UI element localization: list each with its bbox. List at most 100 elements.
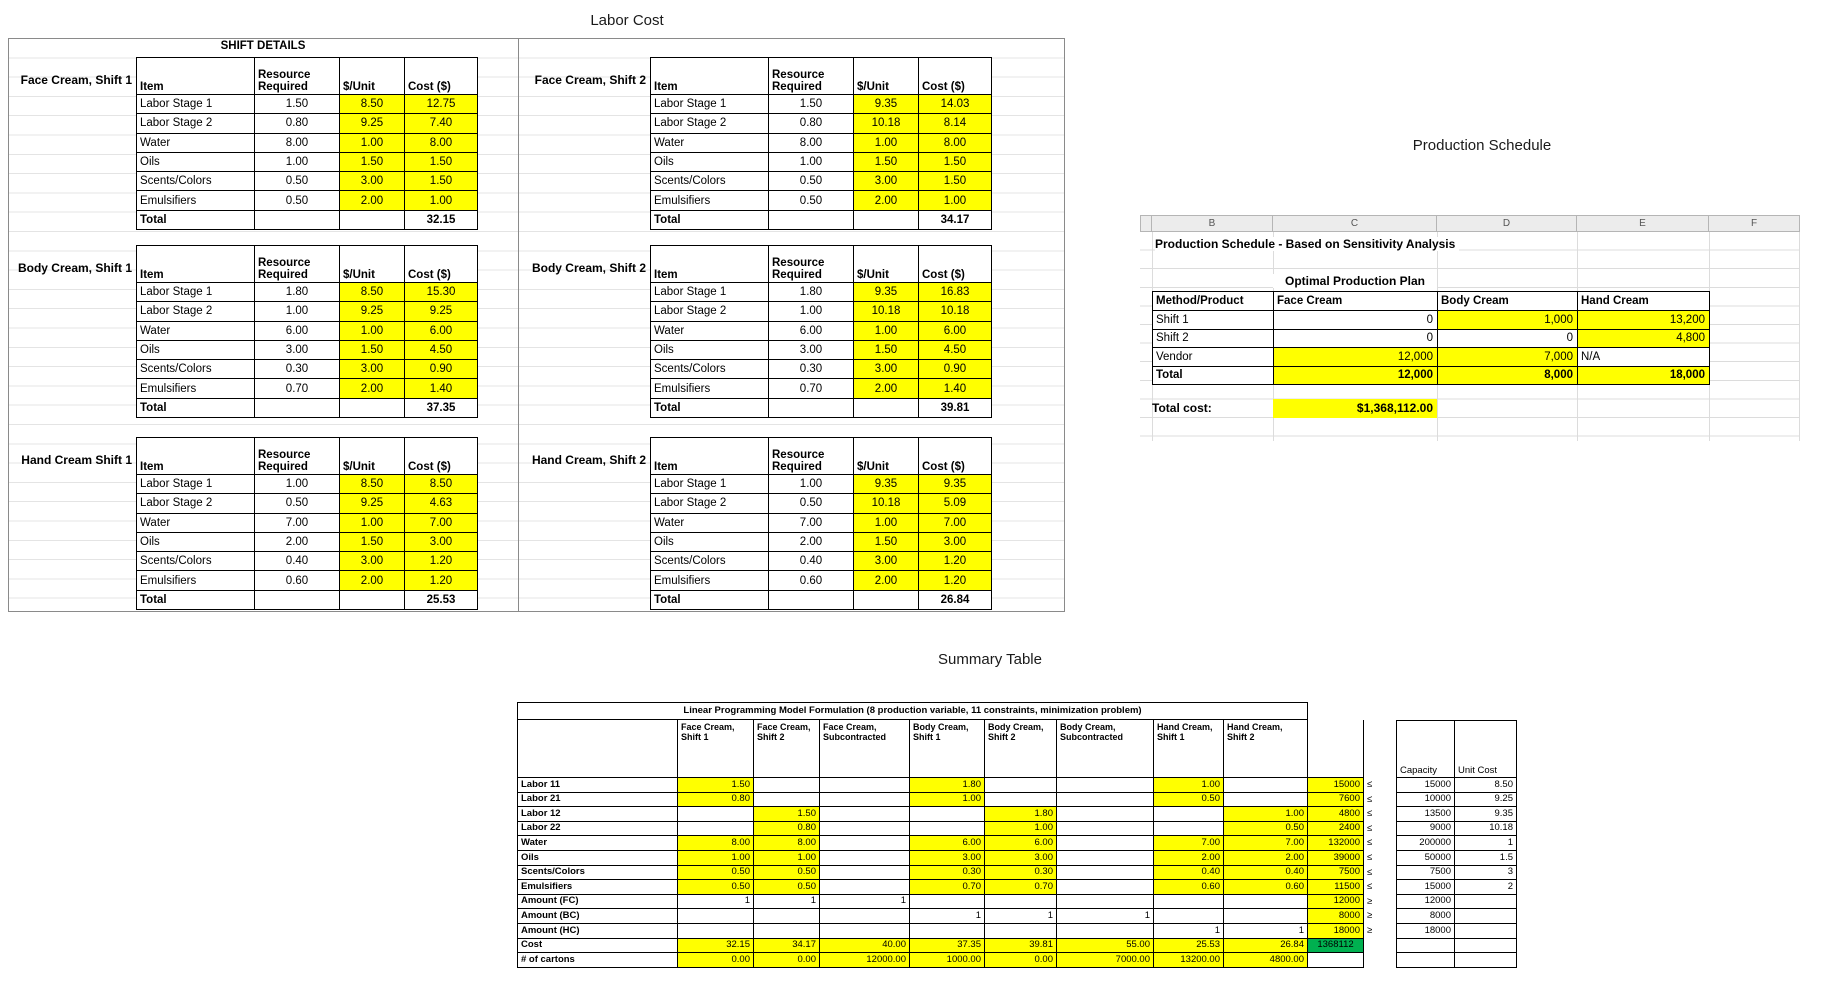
lp-value-cell[interactable]: [754, 792, 820, 808]
lp-value-cell[interactable]: [1057, 923, 1154, 939]
unit-cost-cell[interactable]: [1455, 909, 1517, 924]
lp-value-cell[interactable]: 0.50: [678, 865, 754, 881]
lp-value-cell[interactable]: 1: [985, 909, 1057, 924]
item-cell[interactable]: Water: [651, 321, 769, 341]
lp-value-cell[interactable]: 4800.00: [1224, 953, 1308, 968]
capacity-cell[interactable]: 15000: [1396, 880, 1455, 895]
cost-cell[interactable]: 4.50: [405, 340, 478, 361]
cost-cell[interactable]: 6.00: [405, 321, 478, 341]
resource-required-cell[interactable]: 1.00: [769, 475, 854, 495]
lp-total-cell[interactable]: [1308, 953, 1364, 968]
capacity-cell[interactable]: 8000: [1396, 909, 1455, 924]
cost-cell[interactable]: 1.00: [919, 191, 992, 211]
empty-cell[interactable]: [255, 398, 340, 419]
resource-required-cell[interactable]: 1.00: [769, 152, 854, 173]
unit-cost-cell[interactable]: 9.25: [1455, 792, 1517, 808]
unit-cost-cell[interactable]: 1: [1455, 836, 1517, 851]
lp-value-cell[interactable]: 0.80: [754, 821, 820, 837]
cost-cell[interactable]: 8.00: [919, 133, 992, 153]
empty-cell[interactable]: [854, 210, 919, 231]
item-cell[interactable]: Labor Stage 1: [651, 283, 769, 303]
lp-total-cell[interactable]: 7500: [1308, 865, 1364, 881]
cost-cell[interactable]: 15.30: [405, 283, 478, 303]
lp-value-cell[interactable]: [678, 807, 754, 822]
resource-required-cell[interactable]: 0.50: [255, 172, 340, 192]
item-cell[interactable]: Scents/Colors: [137, 360, 255, 380]
unit-price-cell[interactable]: 2.00: [854, 191, 919, 211]
lp-value-cell[interactable]: 0.00: [985, 953, 1057, 968]
lp-value-cell[interactable]: 13200.00: [1154, 953, 1224, 968]
cost-cell[interactable]: 7.00: [919, 513, 992, 533]
lp-value-cell[interactable]: 3.00: [910, 850, 985, 866]
lp-value-cell[interactable]: 6.00: [910, 836, 985, 851]
lp-value-cell[interactable]: 37.35: [910, 938, 985, 954]
lp-value-cell[interactable]: [985, 894, 1057, 910]
lp-value-cell[interactable]: [1224, 778, 1308, 793]
lp-value-cell[interactable]: [910, 821, 985, 837]
lp-value-cell[interactable]: 1.00: [1224, 807, 1308, 822]
resource-required-cell[interactable]: 1.00: [255, 302, 340, 322]
ps-value-cell[interactable]: 0: [1438, 329, 1578, 348]
lp-value-cell[interactable]: [754, 909, 820, 924]
empty-cell[interactable]: [340, 590, 405, 611]
lp-value-cell[interactable]: [910, 807, 985, 822]
item-cell[interactable]: Emulsifiers: [137, 379, 255, 399]
unit-cost-cell[interactable]: [1455, 938, 1517, 954]
resource-required-cell[interactable]: 0.70: [255, 379, 340, 399]
unit-price-cell[interactable]: 10.18: [854, 494, 919, 514]
item-cell[interactable]: Water: [137, 513, 255, 533]
unit-price-cell[interactable]: 1.50: [340, 532, 405, 553]
item-cell[interactable]: Water: [651, 133, 769, 153]
empty-cell[interactable]: [255, 210, 340, 231]
lp-value-cell[interactable]: [910, 923, 985, 939]
lp-value-cell[interactable]: 7000.00: [1057, 953, 1154, 968]
cost-cell[interactable]: 9.25: [405, 302, 478, 322]
cost-cell[interactable]: 0.90: [919, 360, 992, 380]
resource-required-cell[interactable]: 0.50: [769, 191, 854, 211]
ps-value-cell[interactable]: 4,800: [1578, 329, 1710, 348]
unit-cost-cell[interactable]: 9.35: [1455, 807, 1517, 822]
capacity-cell[interactable]: 50000: [1396, 850, 1455, 866]
lp-value-cell[interactable]: [820, 909, 910, 924]
ps-value-cell[interactable]: 1,000: [1438, 311, 1578, 330]
item-cell[interactable]: Labor Stage 2: [137, 302, 255, 322]
item-cell[interactable]: Scents/Colors: [137, 172, 255, 192]
lp-value-cell[interactable]: 1.80: [910, 778, 985, 793]
unit-price-cell[interactable]: 9.35: [854, 475, 919, 495]
total-cost-cell[interactable]: 39.81: [919, 398, 992, 419]
item-cell[interactable]: Emulsifiers: [651, 191, 769, 211]
cost-cell[interactable]: 1.50: [405, 152, 478, 173]
cost-cell[interactable]: 8.50: [405, 475, 478, 495]
unit-price-cell[interactable]: 1.50: [854, 532, 919, 553]
lp-value-cell[interactable]: 0.70: [985, 880, 1057, 895]
cost-cell[interactable]: 4.63: [405, 494, 478, 514]
lp-value-cell[interactable]: 55.00: [1057, 938, 1154, 954]
cost-cell[interactable]: 1.20: [919, 552, 992, 572]
lp-row-label[interactable]: Scents/Colors: [517, 865, 678, 881]
unit-price-cell[interactable]: 1.00: [854, 513, 919, 533]
unit-price-cell[interactable]: 1.00: [854, 321, 919, 341]
column-letter-E[interactable]: E: [1577, 215, 1709, 232]
lp-value-cell[interactable]: 1: [754, 894, 820, 910]
column-letter-F[interactable]: F: [1709, 215, 1800, 232]
capacity-cell[interactable]: 12000: [1396, 894, 1455, 910]
cost-cell[interactable]: 6.00: [919, 321, 992, 341]
lp-value-cell[interactable]: 1: [1057, 909, 1154, 924]
unit-price-cell[interactable]: 9.35: [854, 283, 919, 303]
item-cell[interactable]: Oils: [651, 152, 769, 173]
lp-value-cell[interactable]: 1000.00: [910, 953, 985, 968]
resource-required-cell[interactable]: 0.40: [255, 552, 340, 572]
total-cost-value[interactable]: $1,368,112.00: [1273, 399, 1437, 418]
resource-required-cell[interactable]: 0.40: [769, 552, 854, 572]
column-letter-stub[interactable]: [1140, 215, 1152, 232]
unit-price-cell[interactable]: 3.00: [340, 172, 405, 192]
total-cost-cell[interactable]: 37.35: [405, 398, 478, 419]
unit-price-cell[interactable]: 10.18: [854, 114, 919, 134]
cost-cell[interactable]: 16.83: [919, 283, 992, 303]
lp-value-cell[interactable]: 0.40: [1154, 865, 1224, 881]
unit-price-cell[interactable]: 1.50: [854, 340, 919, 361]
lp-value-cell[interactable]: 2.00: [1154, 850, 1224, 866]
lp-value-cell[interactable]: 0.60: [1154, 880, 1224, 895]
cost-cell[interactable]: 1.40: [405, 379, 478, 399]
cost-cell[interactable]: 7.00: [405, 513, 478, 533]
